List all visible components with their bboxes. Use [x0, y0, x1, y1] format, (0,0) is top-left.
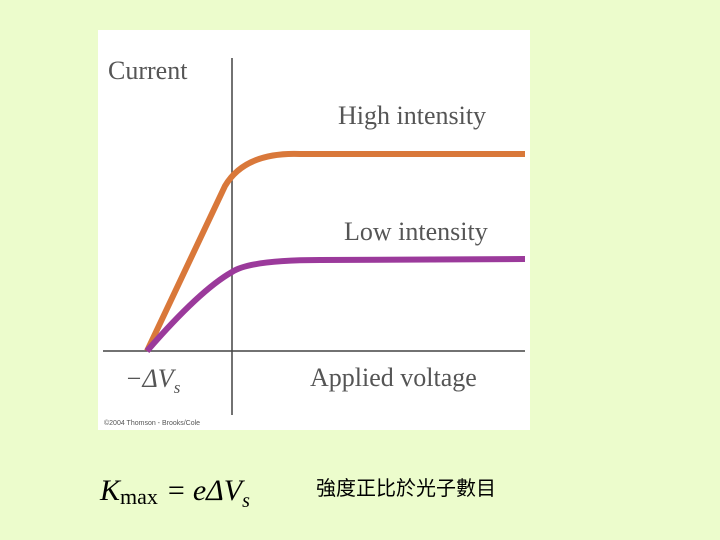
formula-symbol: K — [99, 474, 122, 507]
formula-rhs-subscript: s — [242, 490, 250, 512]
curve-label: High intensity — [338, 101, 486, 130]
y-axis-label: Current — [108, 56, 188, 85]
credit: ©2004 Thomson - Brooks/Cole — [104, 419, 200, 427]
stopping-potential-label: −ΔVs — [125, 364, 181, 397]
curve-label: Low intensity — [344, 217, 488, 246]
formula-equals: = — [168, 474, 185, 507]
x-axis-label: Applied voltage — [310, 363, 477, 392]
stopping-potential-subscript: s — [174, 378, 181, 397]
formula-rhs: eΔV — [193, 474, 246, 507]
formula-subscript: max — [120, 484, 158, 509]
formula: Kmax = eΔVs — [99, 474, 250, 512]
figure-panel — [98, 30, 530, 430]
stopping-potential: −ΔV — [125, 364, 177, 393]
high-intensity-curve — [144, 150, 525, 353]
low-intensity-curve — [144, 256, 526, 353]
caption: 強度正比於光子數目 — [316, 476, 496, 500]
